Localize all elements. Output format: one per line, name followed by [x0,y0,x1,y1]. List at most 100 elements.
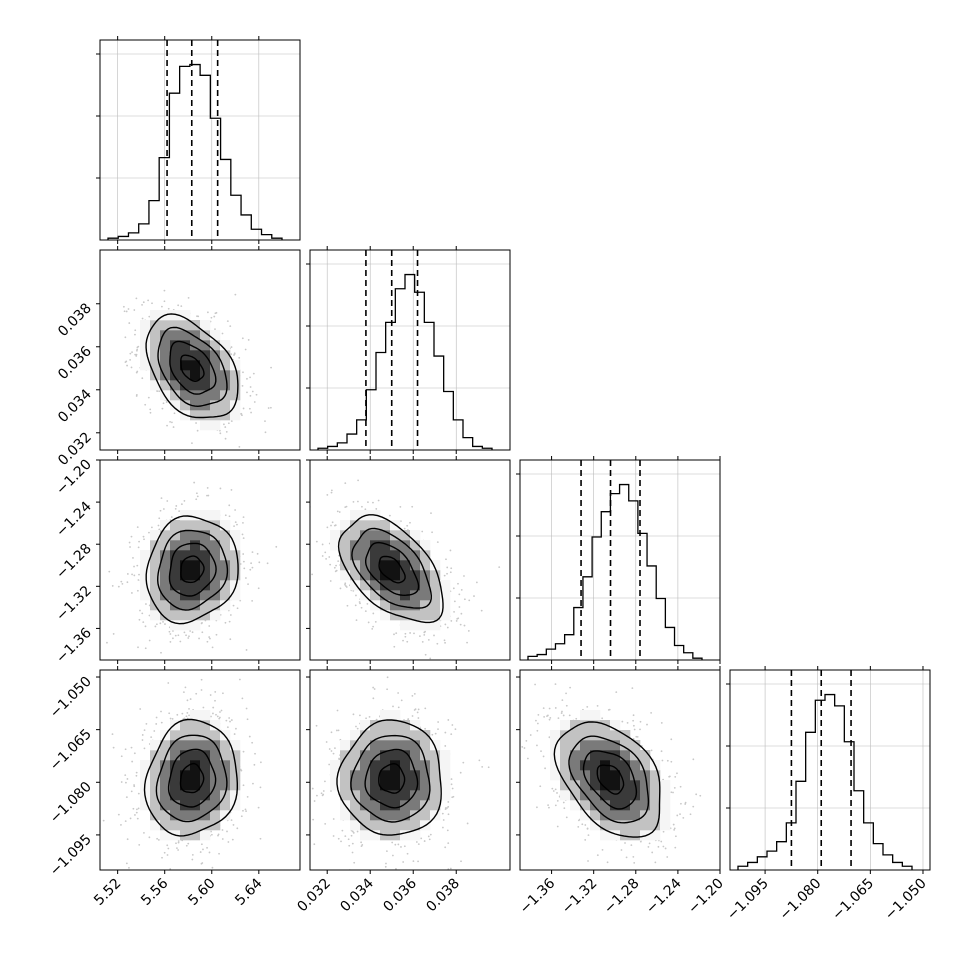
density-cell [230,550,241,561]
sample-point [324,822,327,825]
sample-point [392,705,394,708]
density-cell [170,370,181,381]
density-cell [190,740,201,751]
sample-point [206,846,208,849]
sample-point [329,580,332,582]
sample-point [129,546,131,548]
density-cell [350,570,361,581]
sample-point [328,556,331,558]
density-cell [180,400,191,411]
density-cell [220,540,231,551]
sample-point [346,604,349,607]
density-cell [440,600,451,611]
sample-point [248,407,251,410]
density-cell [370,590,381,601]
sample-point [134,329,137,332]
sample-point [350,834,353,837]
sample-point [159,622,162,625]
density-cell [140,770,151,781]
density-cell [230,770,241,781]
sample-point [130,790,133,793]
density-cell [190,330,201,341]
density-cell [380,580,391,591]
density-cell [410,530,421,541]
sample-point [450,783,453,786]
density-cell [180,610,191,621]
sample-point [338,511,341,513]
sample-point [450,778,453,780]
density-cell [170,760,181,771]
sample-point [328,748,331,750]
sample-point [452,795,455,798]
sample-point [238,445,241,448]
sample-point [230,489,233,491]
sample-point [358,601,361,603]
density-cell [220,570,231,581]
sample-point [168,712,171,715]
sample-point [199,851,202,853]
sample-point [230,353,233,356]
density-cell [180,770,191,781]
sample-point [238,356,241,359]
sample-point [321,543,324,546]
density-cell [230,740,241,751]
sample-point [257,806,260,809]
sample-point [177,840,180,842]
sample-point [200,689,203,691]
density-cell [190,710,201,721]
sample-point [230,819,233,821]
sample-point [442,826,444,829]
sample-point [251,551,254,554]
sample-point [206,494,208,497]
sample-point [242,537,245,539]
density-cell [220,520,231,531]
density-cell [440,610,451,621]
sample-point [235,727,237,730]
density-cell [180,800,191,811]
sample-point [141,739,144,741]
sample-point [375,508,378,510]
sample-point [229,325,232,328]
density-cell [340,570,351,581]
sample-point [344,583,346,586]
density-cell [430,610,441,621]
sample-point [212,706,215,709]
panel-frame [99,459,301,661]
density-cell [170,610,181,621]
sample-point [333,566,336,569]
sample-point [196,315,198,318]
sample-point [385,862,387,865]
density-cell [140,550,151,561]
density-cell [160,820,171,831]
density-cell [400,580,411,591]
sample-point [424,727,427,730]
sample-point [120,755,123,758]
sample-point [166,844,169,847]
contour-line [167,748,217,808]
sample-point [228,620,231,623]
sample-point [444,731,447,734]
sample-point [169,633,172,635]
sample-point [336,510,339,513]
sample-point [112,633,115,635]
sample-point [419,635,421,638]
sample-point [211,866,214,869]
sample-point [353,861,356,864]
density-cell [160,380,171,391]
sample-point [391,841,394,844]
sample-point [201,862,204,864]
density-cell [160,370,171,381]
density-cell [170,590,181,601]
contour-line [337,514,444,624]
density-cell [220,380,231,391]
density-cell [190,560,201,571]
sample-point [413,632,415,635]
density-cell [200,740,211,751]
sample-point [433,634,435,637]
sample-point [344,835,347,838]
sample-point [228,717,231,719]
sample-point [354,604,357,607]
sample-point [436,541,439,544]
sample-point [466,822,469,825]
density-cell [200,790,211,801]
